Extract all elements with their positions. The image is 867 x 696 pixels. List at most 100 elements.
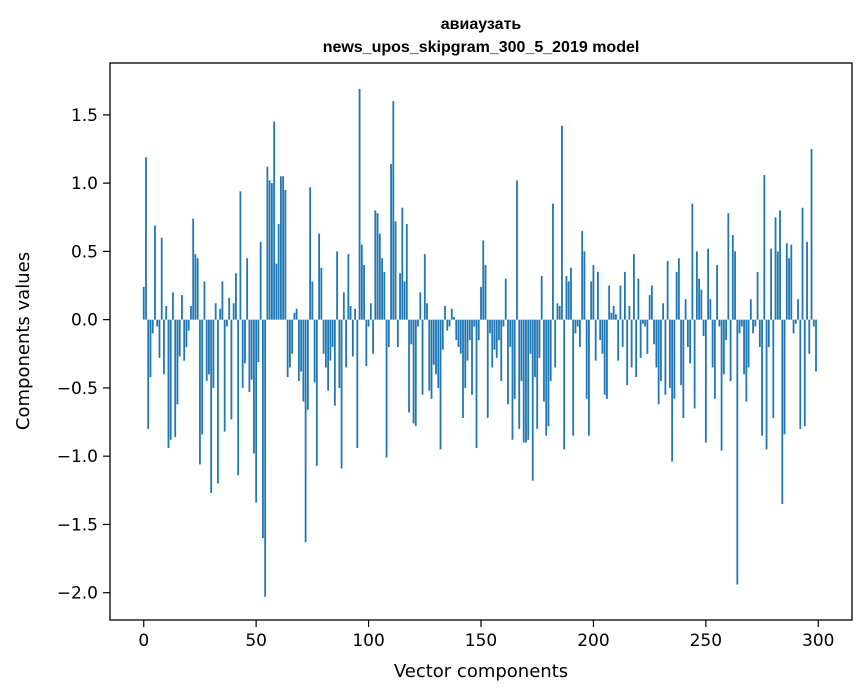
bar-27 xyxy=(203,281,206,320)
bar-188 xyxy=(565,275,568,320)
bar-220 xyxy=(637,278,640,320)
bar-254 xyxy=(713,319,716,399)
bar-15 xyxy=(176,319,179,405)
bar-117 xyxy=(405,224,408,320)
bar-233 xyxy=(666,260,669,320)
bar-165 xyxy=(513,319,516,399)
bar-293 xyxy=(801,207,804,320)
bar-42 xyxy=(237,319,240,476)
bar-204 xyxy=(601,319,604,354)
bar-58 xyxy=(273,121,276,320)
bar-95 xyxy=(356,319,359,448)
x-tick-label: 150 xyxy=(465,631,497,651)
bar-140 xyxy=(457,319,460,347)
bar-131 xyxy=(437,319,440,388)
bar-43 xyxy=(239,191,242,320)
bar-248 xyxy=(700,289,703,320)
bar-154 xyxy=(489,319,491,334)
bar-218 xyxy=(633,254,635,320)
bar-205 xyxy=(603,319,606,395)
bar-260 xyxy=(727,213,730,320)
bar-160 xyxy=(502,319,505,327)
bar-107 xyxy=(383,271,386,320)
bar-132 xyxy=(439,319,442,450)
bar-81 xyxy=(324,319,327,368)
bar-33 xyxy=(217,319,219,484)
bar-2 xyxy=(147,319,150,429)
bar-110 xyxy=(390,164,392,320)
bar-82 xyxy=(327,319,329,391)
bar-19 xyxy=(185,319,188,347)
bar-87 xyxy=(338,319,341,388)
bar-269 xyxy=(747,319,750,368)
bar-171 xyxy=(527,319,530,440)
bar-26 xyxy=(201,319,204,435)
bar-99 xyxy=(365,319,368,367)
bar-277 xyxy=(765,319,768,450)
y-tick-label: 1.5 xyxy=(71,106,98,126)
bar-49 xyxy=(253,319,255,454)
bar-73 xyxy=(306,319,309,410)
bar-0 xyxy=(142,286,145,320)
bar-45 xyxy=(244,319,246,364)
bar-106 xyxy=(381,258,383,320)
bar-48 xyxy=(250,319,253,380)
bar-52 xyxy=(259,241,262,320)
bar-231 xyxy=(662,303,665,320)
bar-150 xyxy=(480,286,482,320)
bar-223 xyxy=(644,319,647,327)
bar-156 xyxy=(493,319,496,350)
bar-96 xyxy=(358,88,361,320)
bar-123 xyxy=(419,292,422,320)
bar-241 xyxy=(684,299,687,320)
bar-210 xyxy=(615,314,617,320)
bar-222 xyxy=(641,319,644,324)
bar-124 xyxy=(421,319,424,395)
bar-203 xyxy=(599,319,602,341)
bar-197 xyxy=(585,319,588,399)
bars-group xyxy=(142,88,817,597)
bar-53 xyxy=(262,319,264,539)
bar-255 xyxy=(716,265,718,320)
bar-50 xyxy=(255,319,258,503)
bar-181 xyxy=(549,319,552,382)
bar-76 xyxy=(313,319,316,383)
bar-141 xyxy=(459,319,462,354)
bar-297 xyxy=(810,149,813,320)
bar-224 xyxy=(646,319,649,354)
bar-103 xyxy=(374,210,377,320)
bar-6 xyxy=(156,319,159,327)
bar-151 xyxy=(482,240,485,320)
y-axis-ticks: −2.0 −1.5 −1.0 −0.5 0.0 0.5 1.0 1.5 xyxy=(57,106,110,604)
bar-200 xyxy=(592,265,595,320)
bar-91 xyxy=(347,254,350,320)
bar-169 xyxy=(522,319,525,443)
bar-157 xyxy=(495,319,498,358)
bar-21 xyxy=(190,306,192,320)
bar-261 xyxy=(729,319,732,382)
bar-287 xyxy=(788,258,790,320)
bar-109 xyxy=(387,319,390,347)
bar-93 xyxy=(351,319,354,357)
bar-67 xyxy=(293,312,296,320)
bar-243 xyxy=(689,319,692,364)
bar-161 xyxy=(504,278,507,320)
bar-177 xyxy=(540,275,543,320)
bar-187 xyxy=(563,319,566,450)
bar-134 xyxy=(444,306,446,320)
bar-142 xyxy=(462,319,464,418)
bar-263 xyxy=(734,251,736,320)
bar-46 xyxy=(246,258,249,320)
bar-23 xyxy=(194,254,197,320)
y-tick-label: −1.0 xyxy=(57,447,98,467)
bar-111 xyxy=(392,101,395,320)
bar-125 xyxy=(423,254,426,320)
bar-74 xyxy=(309,187,312,320)
bar-282 xyxy=(776,251,779,320)
bar-172 xyxy=(529,319,532,354)
bar-170 xyxy=(525,319,527,443)
bar-1 xyxy=(145,157,147,320)
bar-291 xyxy=(797,299,799,320)
bar-216 xyxy=(628,306,631,320)
bar-273 xyxy=(756,271,759,320)
